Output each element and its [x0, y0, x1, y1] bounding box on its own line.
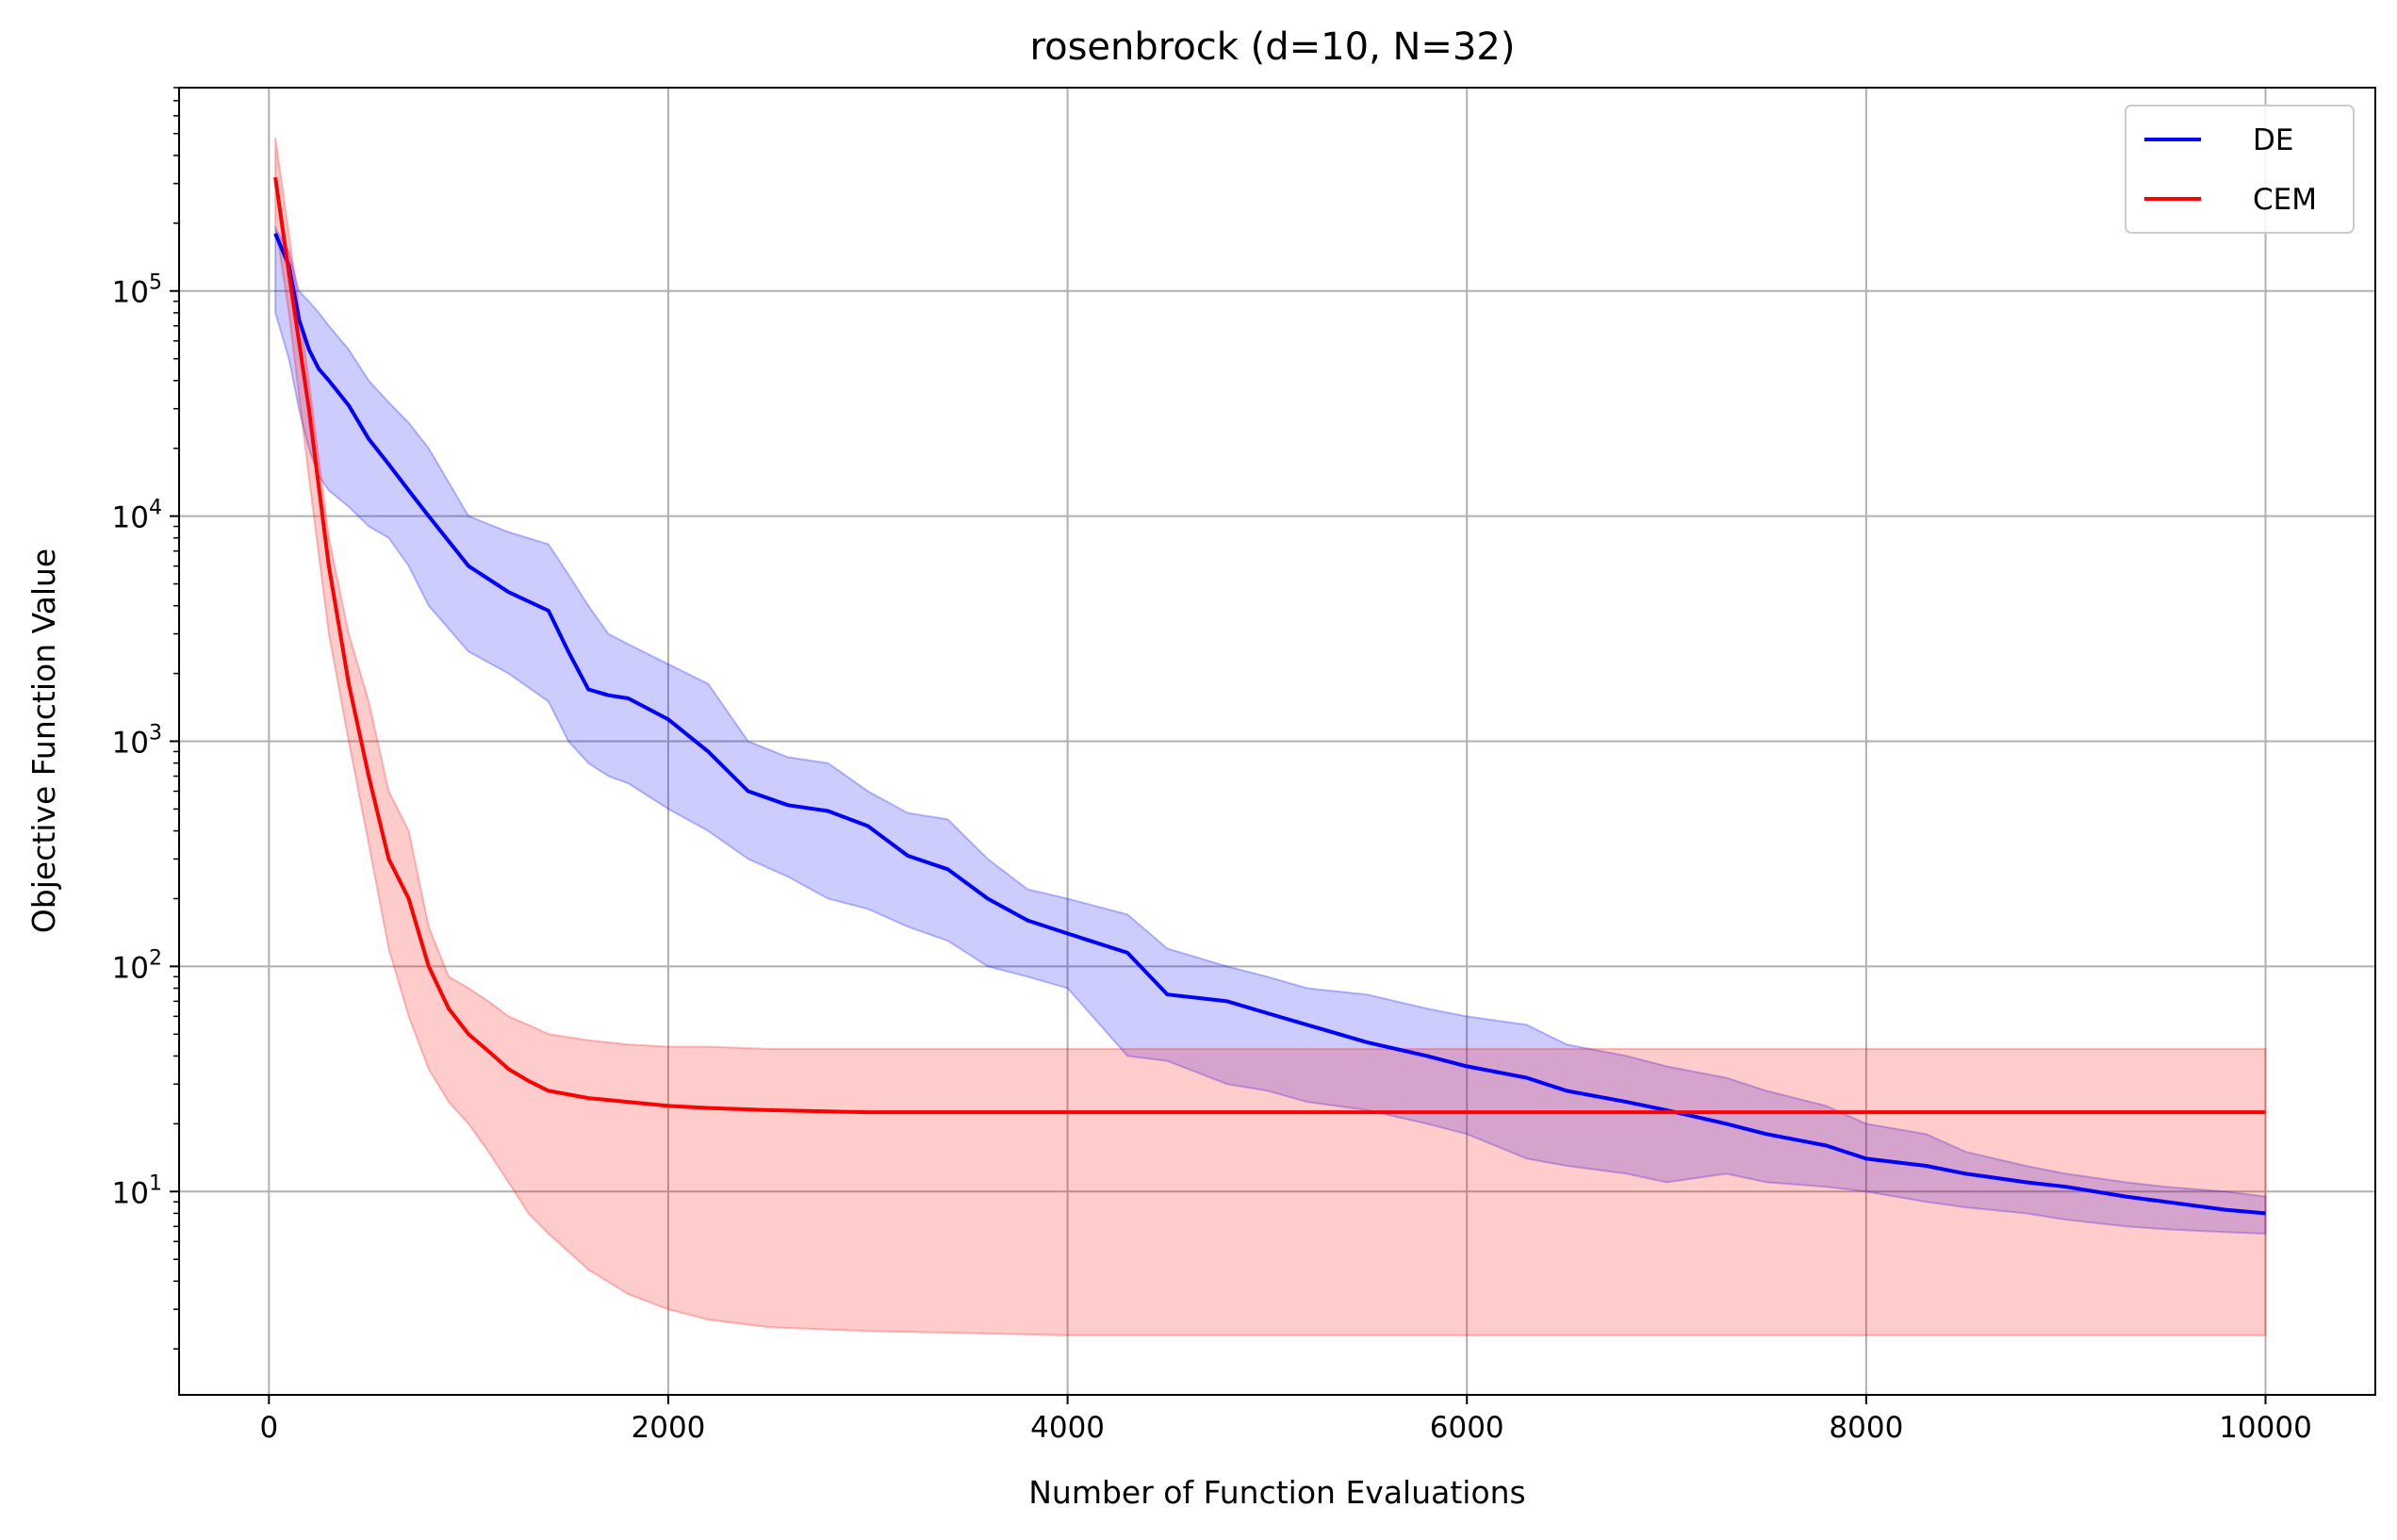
x-tick-label: 4000: [1030, 1411, 1105, 1445]
line-de: [273, 233, 2266, 1216]
chart-title: rosenbrock (d=10, N=32): [1030, 25, 1516, 69]
grid: [179, 88, 2375, 1395]
x-tick-label: 8000: [1829, 1411, 1903, 1445]
y-tick-label: 104: [112, 497, 162, 535]
x-tick-label: 0: [259, 1411, 278, 1445]
confidence-bands: [274, 137, 2267, 1336]
legend-box: [2125, 105, 2355, 234]
x-tick-label: 2000: [632, 1411, 706, 1445]
y-tick-label: 103: [112, 722, 162, 761]
x-tick-label: 10000: [2219, 1411, 2312, 1445]
series-lines: [273, 176, 2266, 1216]
legend: DE CEM: [2125, 105, 2355, 234]
legend-label-cem: CEM: [2253, 183, 2317, 217]
x-axis: 0 2000 4000 6000 8000 10000: [259, 1395, 2312, 1445]
x-axis-label: Number of Function Evaluations: [1028, 1474, 1526, 1511]
y-axis: 101 102 103 104 105: [112, 87, 179, 1350]
y-tick-label: 105: [112, 271, 162, 310]
band-de: [274, 224, 2267, 1236]
legend-label-de: DE: [2253, 123, 2293, 157]
line-cem: [273, 176, 2266, 1115]
x-tick-label: 6000: [1430, 1411, 1504, 1445]
y-tick-label: 102: [112, 946, 162, 985]
y-axis-label: Objective Function Value: [25, 549, 62, 933]
y-tick-label: 101: [112, 1171, 162, 1210]
band-cem: [274, 137, 2267, 1336]
